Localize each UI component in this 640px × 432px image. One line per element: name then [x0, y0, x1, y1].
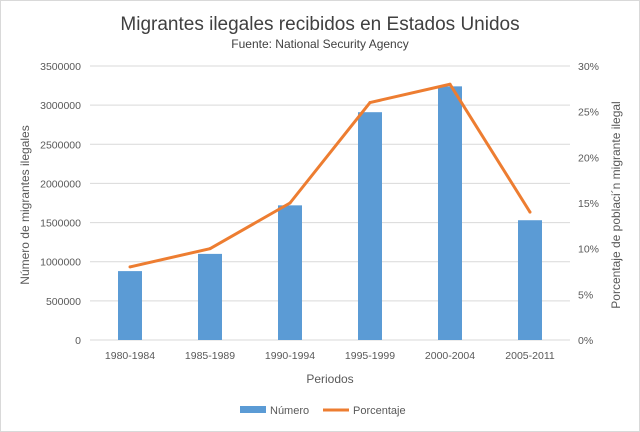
x-tick-label: 2005-2011: [505, 350, 555, 362]
line-point: [368, 101, 372, 105]
bar: [278, 205, 302, 340]
bar: [438, 86, 462, 341]
x-axis-title: Periodos: [306, 372, 353, 386]
y-tick-label: 1500000: [40, 218, 81, 230]
x-tick-label: 1985-1989: [185, 350, 235, 362]
line-point: [448, 82, 452, 86]
y2-tick-label: 5%: [578, 289, 593, 301]
line-point: [208, 247, 212, 251]
legend-swatch-numero: [240, 406, 266, 413]
bars: [118, 86, 542, 341]
y2-axis-title: Porcentaje de poblaci´n migrante ilegal: [609, 101, 623, 308]
legend: Número Porcentaje: [240, 405, 406, 417]
y2-tick-label: 10%: [578, 244, 599, 256]
x-tick-label: 1980-1984: [105, 350, 155, 362]
x-tick-label: 1995-1999: [345, 350, 395, 362]
bar: [118, 271, 142, 340]
y-tick-label: 2500000: [40, 139, 81, 151]
y-tick-label: 0: [75, 335, 81, 347]
y2-tick-label: 30%: [578, 61, 599, 73]
y-tick-label: 1000000: [40, 257, 81, 269]
y-axis-ticks: 0 500000 1000000 1500000 2000000 2500000 30000…: [40, 61, 81, 347]
y-tick-label: 3000000: [40, 100, 81, 112]
y2-tick-label: 25%: [578, 107, 599, 119]
chart-title: Migrantes ilegales recibidos en Estados …: [120, 14, 519, 35]
legend-label-numero: Número: [270, 405, 309, 417]
bar: [198, 253, 222, 340]
y-tick-label: 2000000: [40, 178, 81, 190]
y-tick-label: 500000: [46, 296, 81, 308]
y2-axis-ticks: 0% 5% 10% 15% 20% 25% 30%: [578, 61, 599, 347]
line-point: [288, 201, 292, 205]
x-tick-label: 2000-2004: [425, 350, 475, 362]
line-series-porcentaje: [129, 82, 532, 269]
y2-tick-label: 15%: [578, 198, 599, 210]
legend-label-porcentaje: Porcentaje: [353, 405, 406, 417]
line-point: [528, 210, 532, 214]
x-tick-label: 1990-1994: [265, 350, 315, 362]
x-axis-ticks: 1980-1984 1985-1989 1990-1994 1995-1999 2000…: [105, 350, 555, 362]
gridlines: [90, 65, 570, 341]
line-point: [128, 265, 132, 269]
bar: [358, 112, 382, 340]
bar: [518, 220, 542, 340]
chart-subtitle: Fuente: National Security Agency: [231, 37, 408, 51]
percentage-line: [128, 82, 532, 269]
y2-tick-label: 20%: [578, 152, 599, 164]
y-axis-title: Número de migrantes ilegales: [18, 125, 32, 284]
y2-tick-label: 0%: [578, 335, 593, 347]
y-tick-label: 3500000: [40, 61, 81, 73]
